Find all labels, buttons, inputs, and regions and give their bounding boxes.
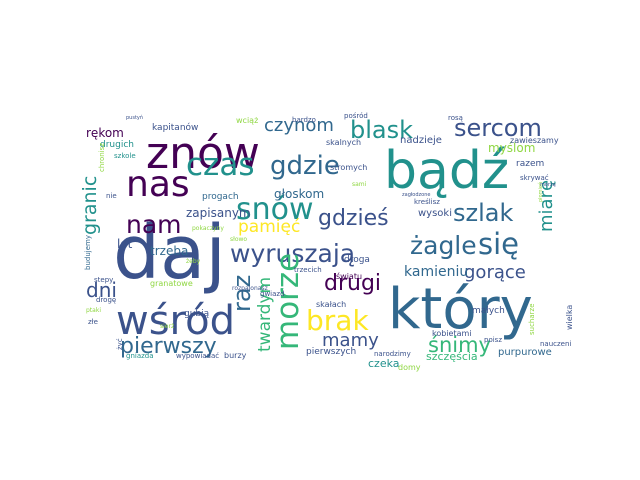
- cloud-word: drugi: [324, 271, 381, 296]
- cloud-word: gorące: [464, 262, 526, 283]
- cloud-word: mamy: [322, 330, 379, 351]
- cloud-word: progach: [202, 192, 239, 202]
- cloud-word: sierż: [160, 323, 174, 330]
- cloud-word: skałach: [316, 300, 346, 309]
- cloud-word: nadzieje: [400, 135, 442, 146]
- cloud-word: morze: [270, 253, 306, 350]
- cloud-word: chronisz: [98, 143, 106, 172]
- cloud-word: małych: [472, 306, 505, 316]
- cloud-word: wśród: [116, 298, 235, 344]
- cloud-word: żagle: [410, 231, 477, 260]
- cloud-word: poisz: [484, 336, 502, 344]
- cloud-word: głoskom: [274, 187, 324, 201]
- cloud-word: bardzo: [292, 116, 316, 124]
- cloud-word: blask: [350, 116, 413, 144]
- cloud-word: rękom: [86, 126, 124, 140]
- cloud-word: ptaki: [86, 307, 101, 314]
- cloud-word: nauczeni: [540, 340, 571, 348]
- cloud-word: szczęścia: [426, 350, 478, 363]
- cloud-word: myślom: [488, 141, 535, 155]
- cloud-word: złe: [88, 318, 98, 326]
- cloud-word: gniazda: [126, 352, 154, 360]
- cloud-word: drogę: [96, 296, 116, 304]
- cloud-word: budujemy: [84, 235, 92, 270]
- cloud-word: gdzieś: [318, 206, 389, 231]
- cloud-word: stepy: [94, 276, 113, 284]
- cloud-word: snów: [236, 192, 314, 227]
- cloud-word: lot: [117, 237, 133, 251]
- cloud-word: granic: [79, 176, 101, 235]
- cloud-word: nie: [106, 192, 117, 200]
- cloud-word: pustyń: [126, 114, 143, 121]
- cloud-word: znów: [146, 128, 260, 179]
- cloud-word: sercom: [454, 114, 542, 142]
- cloud-word: gwiazd: [260, 290, 285, 298]
- cloud-word: gdzie: [270, 151, 340, 181]
- cloud-word: granatowe: [150, 279, 193, 288]
- cloud-word: zagłodzone: [402, 192, 430, 198]
- cloud-word: rozpalonasz: [232, 285, 268, 292]
- cloud-word: pierwszych: [306, 347, 356, 357]
- cloud-word: miarę: [536, 180, 557, 232]
- cloud-word: kamieniu: [404, 264, 468, 280]
- cloud-word: żyć: [116, 338, 124, 350]
- cloud-word: dni: [86, 278, 117, 302]
- cloud-word: kobietami: [432, 329, 472, 338]
- cloud-word: pamięć: [238, 217, 300, 237]
- cloud-word: domy: [398, 363, 421, 372]
- cloud-word: morzą: [540, 182, 556, 188]
- cloud-word: kreślisz: [414, 198, 440, 206]
- cloud-word: skrywać: [520, 174, 549, 182]
- cloud-word: bądź: [384, 141, 509, 201]
- cloud-word: który: [388, 277, 533, 342]
- cloud-word: płomień: [537, 182, 544, 202]
- cloud-word: wyruszają: [230, 239, 355, 268]
- cloud-word: sami: [352, 181, 367, 188]
- cloud-word: czas: [186, 147, 254, 183]
- cloud-word: czynom: [264, 115, 334, 136]
- cloud-word: burzy: [224, 351, 247, 360]
- cloud-word: raz: [228, 275, 256, 312]
- cloud-word: pokaczyny: [192, 225, 224, 232]
- cloud-word: sucharze: [528, 303, 536, 335]
- cloud-word: narodzimy: [374, 350, 411, 358]
- cloud-word: zapisanym: [186, 206, 251, 220]
- cloud-word: czeka: [368, 357, 400, 370]
- cloud-word: zawieszamy: [510, 136, 559, 145]
- cloud-word: słowo: [230, 236, 247, 243]
- cloud-word: razem: [516, 159, 544, 169]
- cloud-word: wielka: [565, 305, 574, 330]
- cloud-word: wysoki: [418, 208, 452, 219]
- cloud-word: szkole: [114, 152, 136, 160]
- cloud-word: purpurowe: [498, 347, 552, 358]
- cloud-word: śnimy: [428, 333, 491, 357]
- cloud-word: stromych: [330, 163, 367, 172]
- cloud-word: daj: [113, 210, 226, 296]
- cloud-word: gubią: [184, 309, 210, 319]
- cloud-word: pośród: [344, 112, 368, 120]
- cloud-word: droga: [344, 255, 370, 265]
- cloud-word: rosą: [448, 114, 463, 122]
- cloud-word: się: [478, 227, 519, 261]
- cloud-word: szlak: [453, 199, 513, 227]
- cloud-word: nas: [126, 164, 190, 205]
- cloud-word: pierwszy: [120, 334, 217, 359]
- cloud-word: drugich: [100, 140, 134, 150]
- cloud-word: wypowiadać: [176, 352, 219, 360]
- cloud-word: brak: [306, 304, 369, 337]
- cloud-word: kapitanów: [152, 122, 198, 133]
- cloud-word: skalnych: [326, 138, 361, 147]
- cloud-word: twardym: [255, 277, 275, 352]
- cloud-word: wciąż: [236, 116, 258, 125]
- cloud-word: trzeba: [150, 244, 188, 258]
- cloud-word: nam: [126, 210, 182, 239]
- cloud-word: światu: [336, 271, 362, 281]
- cloud-word: żeby: [186, 258, 201, 265]
- cloud-word: trzecich: [294, 266, 322, 274]
